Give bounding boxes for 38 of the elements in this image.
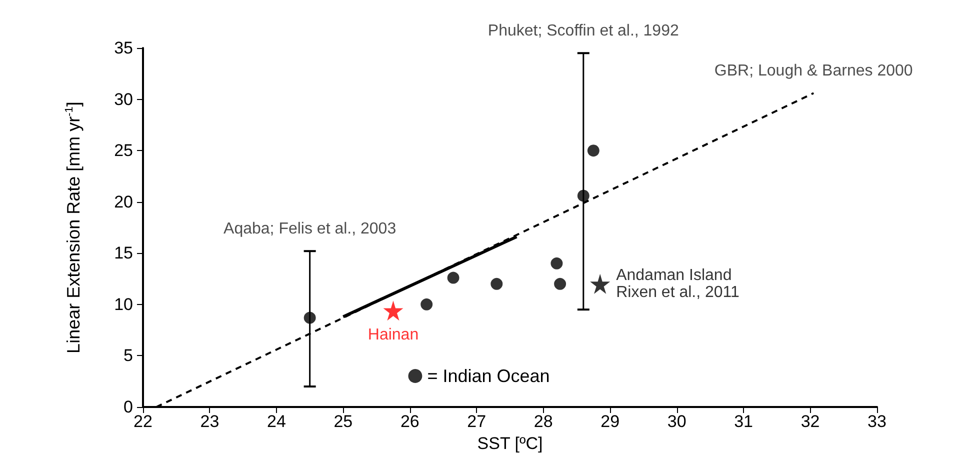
point: [590, 274, 610, 294]
x-tick-label: 26: [400, 412, 420, 431]
x-tick-label: 29: [600, 412, 620, 431]
annotation: GBR; Lough & Barnes 2000: [714, 62, 913, 80]
y-tick-label: 0: [124, 398, 133, 416]
point: [550, 257, 563, 270]
x-tick-label: 31: [734, 412, 754, 431]
y-axis-title: Linear Extension Rate [mm yr-1]: [64, 102, 84, 354]
x-tick-label: 27: [467, 412, 486, 431]
x-tick-label: 28: [534, 412, 553, 431]
point: [490, 278, 503, 290]
x-tick-label: 25: [334, 412, 353, 431]
x-axis-title: SST [ºC]: [477, 434, 543, 453]
x-tick-label: 22: [134, 412, 152, 431]
legend-label: = Indian Ocean: [427, 366, 550, 386]
point: [447, 272, 460, 284]
y-tick-label: 20: [114, 192, 133, 212]
point: [587, 144, 600, 157]
x-tick-label: 23: [200, 412, 220, 431]
annotation: Aqaba; Felis et al., 2003: [224, 220, 396, 238]
x-tick-label: 32: [800, 412, 820, 431]
point: [383, 300, 404, 321]
y-tick-label: 10: [114, 294, 133, 314]
y-tick-label: 30: [114, 90, 133, 109]
point: [554, 278, 566, 290]
point: [304, 312, 316, 324]
point: [577, 190, 590, 202]
annotation: Phuket; Scoffin et al., 1992: [488, 22, 679, 40]
point: [420, 298, 433, 310]
x-tick-label: 33: [868, 412, 886, 431]
series-label: Hainan: [368, 326, 419, 344]
y-tick-label: 35: [114, 38, 133, 58]
y-tick-label: 5: [124, 346, 133, 366]
y-tick-label: 15: [114, 244, 133, 263]
x-tick-label: 24: [266, 412, 286, 431]
x-tick-label: 30: [667, 412, 686, 431]
series-label: Andaman Island Rixen et al., 2011: [616, 266, 740, 301]
y-tick-label: 25: [114, 141, 133, 160]
